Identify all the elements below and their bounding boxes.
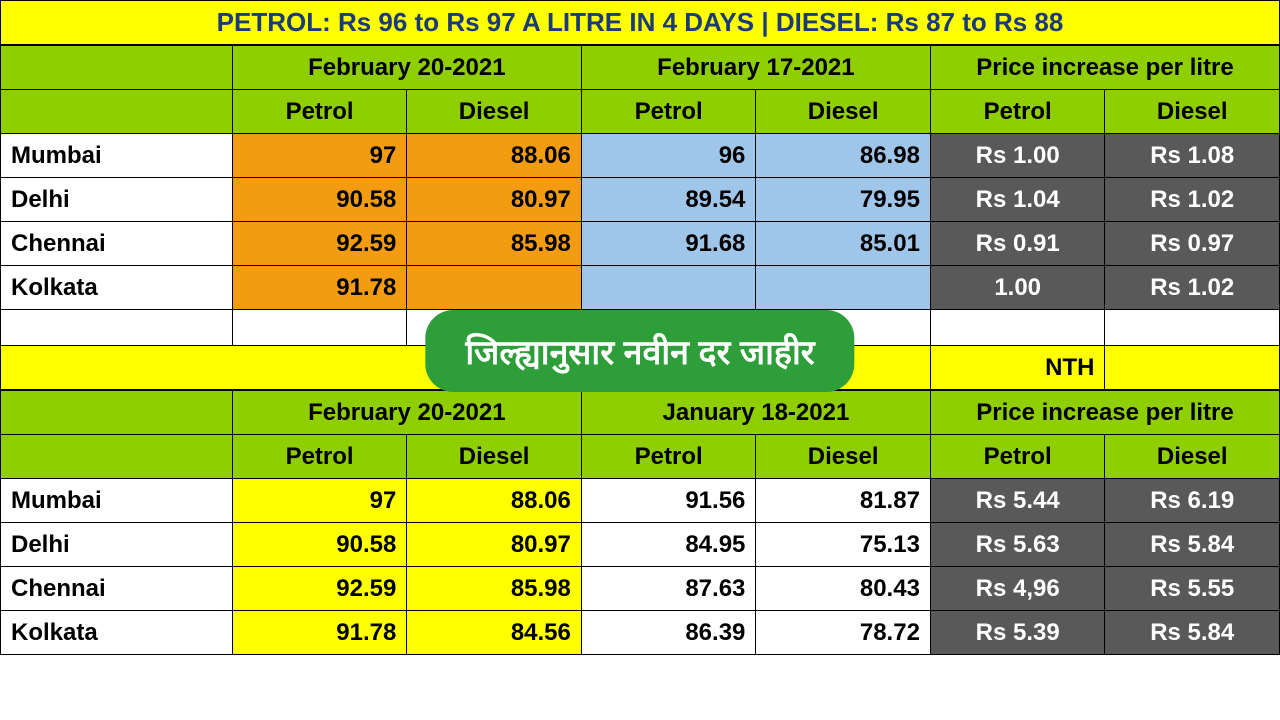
table-row: Kolkata 91.78 1.00 Rs 1.02 [1, 266, 1280, 310]
data-cell: 85.01 [756, 222, 931, 266]
date-header-row: February 20-2021 February 17-2021 Price … [1, 46, 1280, 90]
col-diesel: Diesel [756, 435, 931, 479]
table-row: Chennai 92.59 85.98 87.63 80.43 Rs 4,96 … [1, 567, 1280, 611]
data-cell: 85.98 [407, 222, 582, 266]
col-petrol: Petrol [930, 435, 1105, 479]
col-diesel: Diesel [756, 90, 931, 134]
data-cell: 92.59 [232, 222, 407, 266]
data-cell: 78.72 [756, 611, 931, 655]
increase-header: Price increase per litre [930, 46, 1279, 90]
data-cell: 79.95 [756, 178, 931, 222]
col-diesel: Diesel [407, 90, 582, 134]
col-diesel: Diesel [1105, 90, 1280, 134]
date2-header: February 17-2021 [581, 46, 930, 90]
city-cell: Chennai [1, 222, 233, 266]
data-cell: 89.54 [581, 178, 756, 222]
data-cell: 90.58 [232, 178, 407, 222]
col-petrol: Petrol [581, 435, 756, 479]
data-cell: 80.43 [756, 567, 931, 611]
data-cell: 91.78 [232, 266, 407, 310]
overlay-badge: जिल्ह्यानुसार नवीन दर जाहीर [425, 310, 854, 392]
price-table-month: February 20-2021 January 18-2021 Price i… [0, 390, 1280, 655]
data-cell: 91.56 [581, 479, 756, 523]
data-cell: 86.39 [581, 611, 756, 655]
data-cell: 84.56 [407, 611, 582, 655]
inc-cell: Rs 6.19 [1105, 479, 1280, 523]
data-cell [756, 266, 931, 310]
col-diesel: Diesel [1105, 435, 1280, 479]
data-cell: 92.59 [232, 567, 407, 611]
data-cell [407, 266, 582, 310]
city-cell: Mumbai [1, 479, 233, 523]
increase-header: Price increase per litre [930, 391, 1279, 435]
page-title: PETROL: Rs 96 to Rs 97 A LITRE IN 4 DAYS… [0, 0, 1280, 45]
data-cell: 81.87 [756, 479, 931, 523]
data-cell: 90.58 [232, 523, 407, 567]
data-cell: 91.78 [232, 611, 407, 655]
data-cell: 84.95 [581, 523, 756, 567]
table-row: Chennai 92.59 85.98 91.68 85.01 Rs 0.91 … [1, 222, 1280, 266]
mid-band-text: NTH [930, 346, 1105, 390]
table-row: Delhi 90.58 80.97 89.54 79.95 Rs 1.04 Rs… [1, 178, 1280, 222]
data-cell: 80.97 [407, 523, 582, 567]
data-cell: 97 [232, 134, 407, 178]
data-cell: 96 [581, 134, 756, 178]
date2-header: January 18-2021 [581, 391, 930, 435]
inc-cell: Rs 1.04 [930, 178, 1105, 222]
inc-cell: Rs 5.55 [1105, 567, 1280, 611]
inc-cell: Rs 5.39 [930, 611, 1105, 655]
inc-cell: Rs 4,96 [930, 567, 1105, 611]
inc-cell: Rs 5.84 [1105, 523, 1280, 567]
data-cell: 91.68 [581, 222, 756, 266]
inc-cell: Rs 0.97 [1105, 222, 1280, 266]
data-cell: 86.98 [756, 134, 931, 178]
date-header-row: February 20-2021 January 18-2021 Price i… [1, 391, 1280, 435]
data-cell: 87.63 [581, 567, 756, 611]
data-cell: 85.98 [407, 567, 582, 611]
inc-cell: Rs 1.02 [1105, 266, 1280, 310]
inc-cell: Rs 1.02 [1105, 178, 1280, 222]
date1-header: February 20-2021 [232, 46, 581, 90]
city-cell: Delhi [1, 178, 233, 222]
inc-cell: Rs 1.00 [930, 134, 1105, 178]
city-cell: Kolkata [1, 266, 233, 310]
data-cell: 80.97 [407, 178, 582, 222]
sub-header-row: Petrol Diesel Petrol Diesel Petrol Diese… [1, 90, 1280, 134]
data-cell [581, 266, 756, 310]
inc-cell: Rs 5.63 [930, 523, 1105, 567]
col-petrol: Petrol [930, 90, 1105, 134]
inc-cell: Rs 1.08 [1105, 134, 1280, 178]
table-row: Mumbai 97 88.06 91.56 81.87 Rs 5.44 Rs 6… [1, 479, 1280, 523]
city-cell: Chennai [1, 567, 233, 611]
col-petrol: Petrol [581, 90, 756, 134]
data-cell: 88.06 [407, 479, 582, 523]
inc-cell: Rs 5.44 [930, 479, 1105, 523]
city-cell: Kolkata [1, 611, 233, 655]
col-petrol: Petrol [232, 435, 407, 479]
city-cell: Delhi [1, 523, 233, 567]
date1-header: February 20-2021 [232, 391, 581, 435]
inc-cell: Rs 5.84 [1105, 611, 1280, 655]
data-cell: 88.06 [407, 134, 582, 178]
table-row: Mumbai 97 88.06 96 86.98 Rs 1.00 Rs 1.08 [1, 134, 1280, 178]
col-diesel: Diesel [407, 435, 582, 479]
inc-cell: Rs 0.91 [930, 222, 1105, 266]
inc-cell: 1.00 [930, 266, 1105, 310]
city-cell: Mumbai [1, 134, 233, 178]
sub-header-row: Petrol Diesel Petrol Diesel Petrol Diese… [1, 435, 1280, 479]
data-cell: 75.13 [756, 523, 931, 567]
table-row: Delhi 90.58 80.97 84.95 75.13 Rs 5.63 Rs… [1, 523, 1280, 567]
table-row: Kolkata 91.78 84.56 86.39 78.72 Rs 5.39 … [1, 611, 1280, 655]
col-petrol: Petrol [232, 90, 407, 134]
data-cell: 97 [232, 479, 407, 523]
